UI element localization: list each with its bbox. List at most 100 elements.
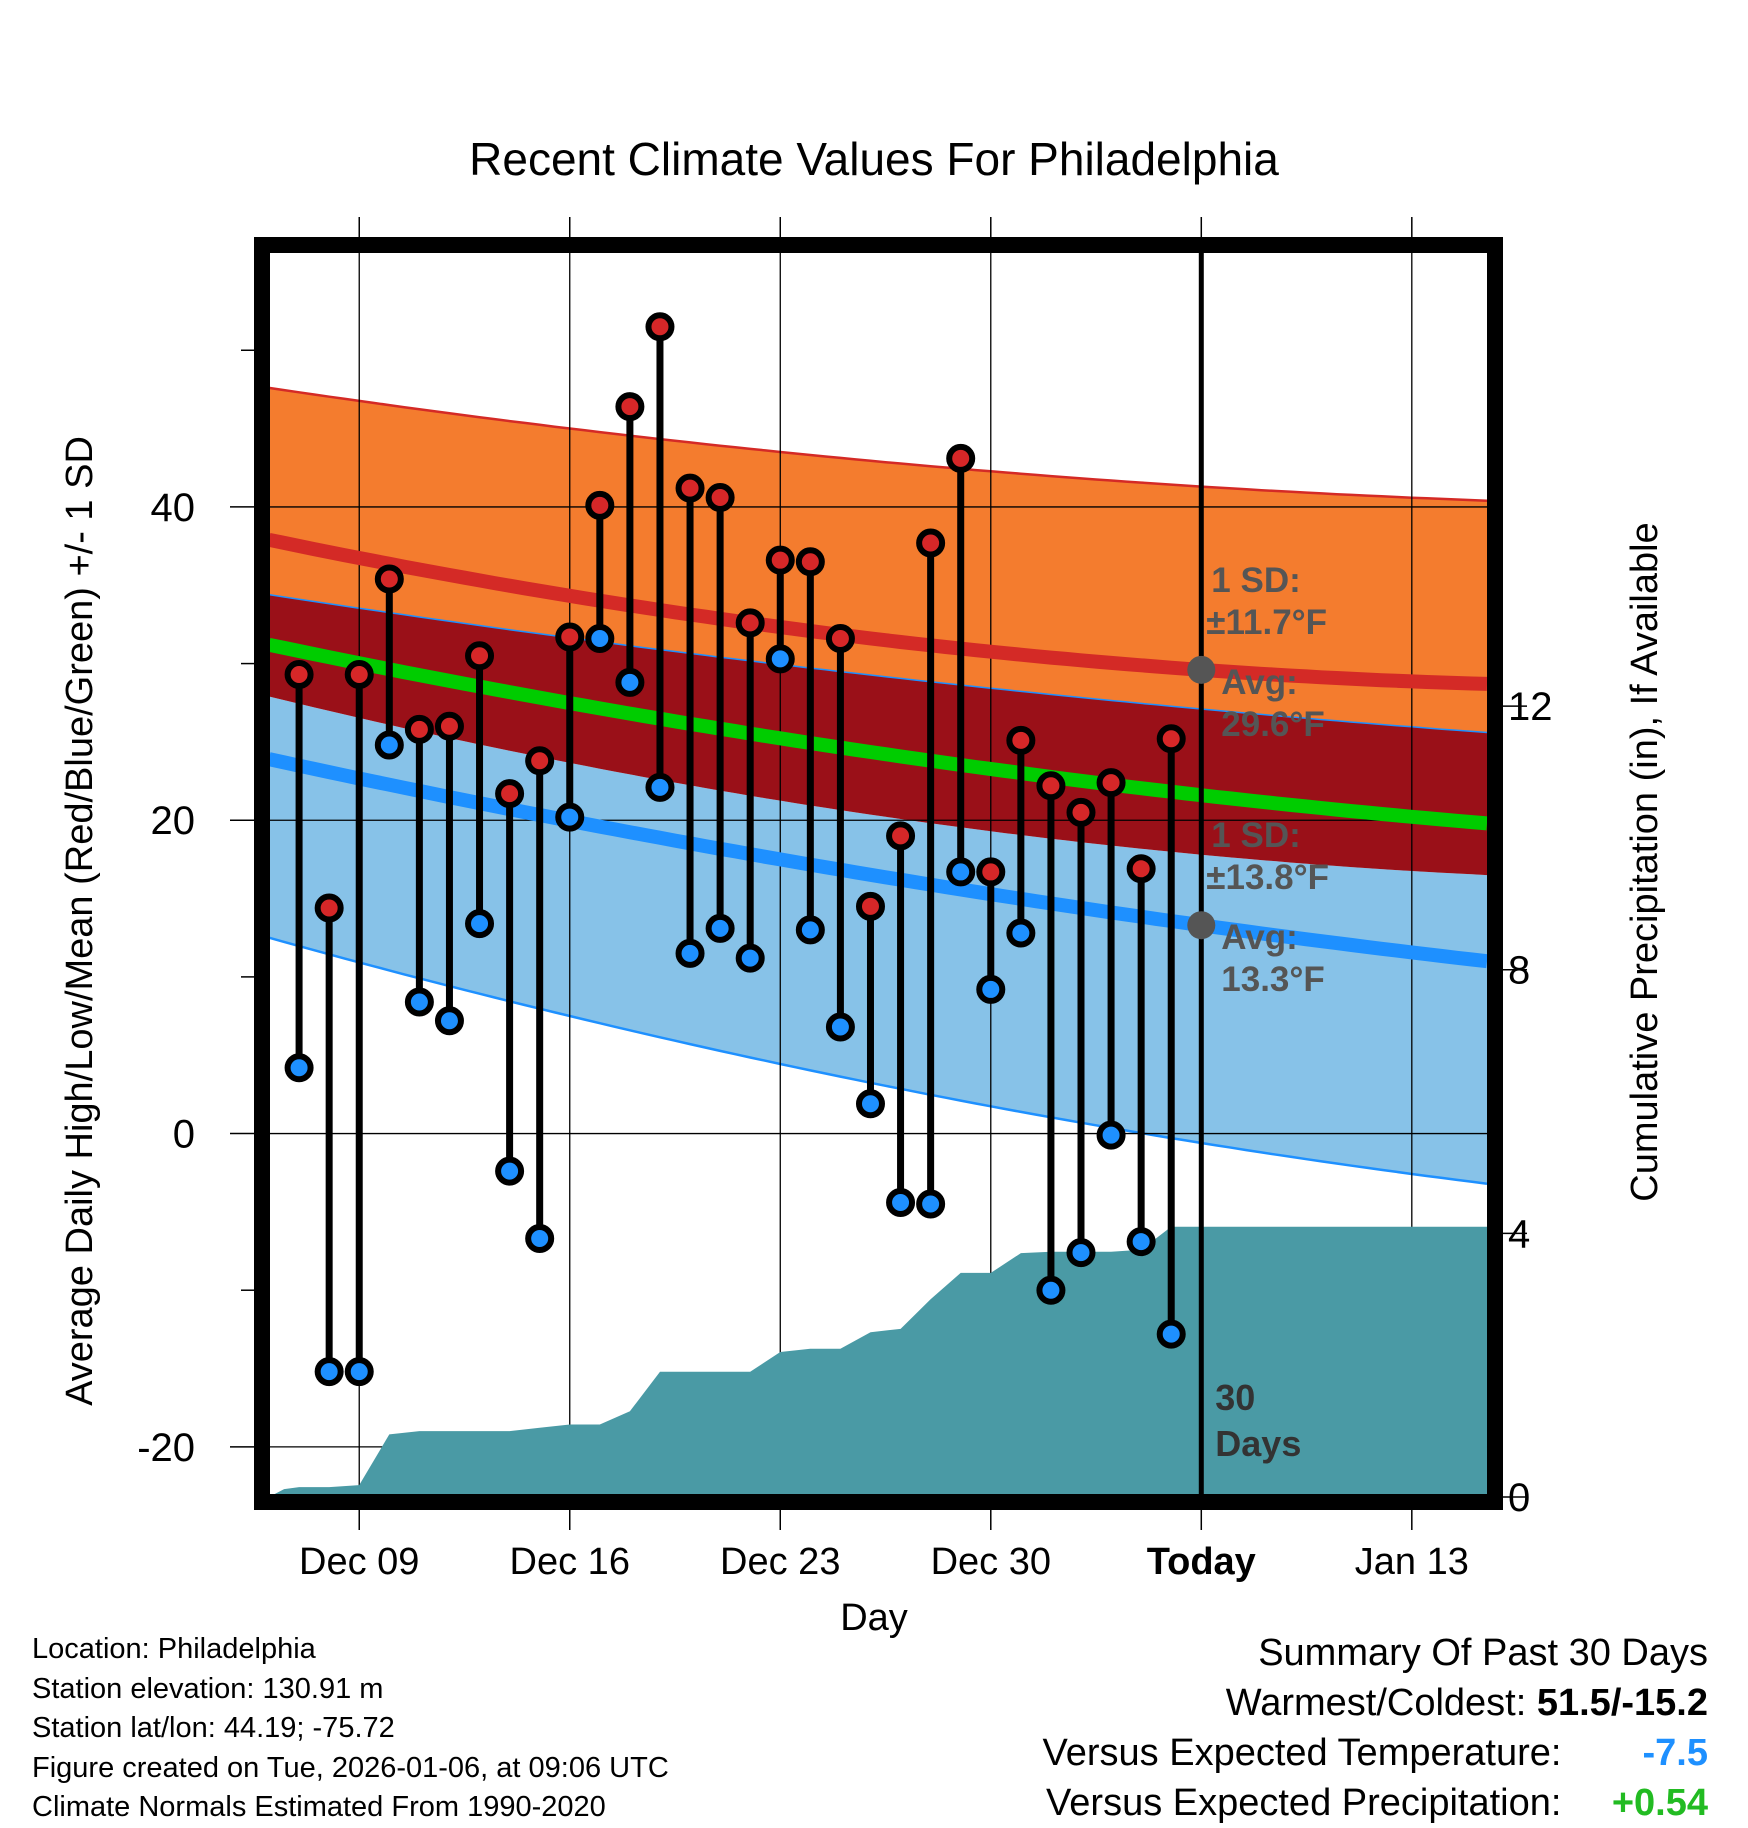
high-point (374, 564, 404, 594)
daily-range-stems (295, 326, 1175, 1372)
low-point (1126, 1227, 1156, 1257)
temp-label: Versus Expected Temperature: (1042, 1732, 1562, 1774)
low-point (886, 1187, 916, 1217)
high-point (735, 608, 765, 638)
low-point (465, 909, 495, 939)
warm-cold-value: 51.5/-15.2 (1536, 1682, 1708, 1724)
plot-frame (254, 237, 1503, 1510)
high-point (585, 490, 615, 520)
y2-tick-label: 4 (1508, 1212, 1530, 1256)
latlon-text: Station lat/lon: 44.19; -75.72 (32, 1712, 395, 1744)
low-point (314, 1357, 344, 1387)
created-text: Figure created on Tue, 2026-01-06, at 09… (32, 1751, 669, 1784)
high-point (495, 779, 525, 809)
avg-value: 29.6°F (1221, 705, 1325, 744)
low-point (645, 772, 675, 802)
low-point (946, 857, 976, 887)
y2-axis-label: Cumulative Precipitation (in), If Availa… (1624, 522, 1666, 1201)
precip-value: +0.54 (1611, 1782, 1708, 1824)
low-point (1036, 1275, 1066, 1305)
temp-row: Versus Expected Temperature: -7.5 (1043, 1728, 1708, 1778)
high-point (886, 821, 916, 851)
low-point (615, 667, 645, 697)
x-tick-label: Dec 16 (510, 1541, 630, 1583)
high-mean-line (267, 532, 1488, 691)
low-point (555, 802, 585, 832)
y-tick-label: 40 (151, 486, 196, 530)
location-text: Location: Philadelphia (32, 1633, 316, 1665)
low-point (825, 1012, 855, 1042)
high-point (1006, 725, 1036, 755)
low-point (434, 1006, 464, 1036)
today-days-label: 30 Days (1215, 1377, 1301, 1464)
high-point (825, 624, 855, 654)
y-axis-label: Average Daily High/Low/Mean (Red/Blue/Gr… (59, 436, 101, 1406)
y-tick-label: -20 (137, 1426, 195, 1470)
low-point (1006, 918, 1036, 948)
low-point (976, 974, 1006, 1004)
x-tick-label: Dec 30 (931, 1541, 1051, 1583)
high-point (855, 891, 885, 921)
summary-panel: Summary Of Past 30 Days Warmest/Coldest:… (1043, 1628, 1708, 1828)
high-point (1126, 854, 1156, 884)
low-point (344, 1357, 374, 1387)
mean-temp-line (267, 637, 1488, 831)
low-point (916, 1189, 946, 1219)
avg-marker (1187, 911, 1216, 940)
sd-value: ±11.7°F (1206, 603, 1327, 642)
x-tick-label: Jan 13 (1355, 1541, 1469, 1583)
y-tick-label: 0 (173, 1113, 195, 1157)
high-point (615, 392, 645, 422)
temp-value: -7.5 (1642, 1732, 1708, 1774)
x-tick-label: Dec 23 (720, 1541, 840, 1583)
low-point (404, 987, 434, 1017)
x-tick-label: Dec 09 (299, 1541, 419, 1583)
high-point (765, 545, 795, 575)
high-point (525, 746, 555, 776)
x-tick-label: Today (1147, 1541, 1256, 1583)
high-point (1096, 768, 1126, 798)
high-point (645, 312, 675, 342)
low-point (735, 943, 765, 973)
low-point (585, 624, 615, 654)
y2-tick-label: 0 (1508, 1476, 1530, 1520)
avg-value: 13.3°F (1221, 960, 1325, 999)
avg-marker (1187, 655, 1216, 684)
station-info: Location: Philadelphia Station elevation… (32, 1630, 669, 1828)
low-point (675, 938, 705, 968)
high-point (555, 622, 585, 652)
elevation-text: Station elevation: 130.91 m (32, 1672, 384, 1705)
warm-cold-label: Warmest/Coldest: (1225, 1682, 1527, 1724)
high-point (916, 528, 946, 558)
avg-label: Avg: (1221, 918, 1297, 957)
precipitation-area (269, 1226, 1487, 1497)
precip-label: Versus Expected Precipitation: (1046, 1782, 1562, 1824)
low-point (284, 1053, 314, 1083)
high-point (465, 641, 495, 671)
low-point (525, 1224, 555, 1254)
high-point (284, 660, 314, 690)
overlap-band (269, 594, 1487, 876)
high-lower-edge (268, 593, 1488, 734)
high-point (976, 857, 1006, 887)
low-point (1066, 1238, 1096, 1268)
y2-tick-label: 12 (1508, 685, 1553, 729)
low-point (374, 730, 404, 760)
precip-area (269, 1226, 1487, 1497)
y2-tick-label: 8 (1508, 949, 1530, 993)
low-point (795, 915, 825, 945)
today-marker: 30 Days (1198, 250, 1301, 1497)
today-days-line: Days (1215, 1423, 1301, 1464)
today-days-line: 30 (1215, 1377, 1255, 1418)
warm-cold-row: Warmest/Coldest: 51.5/-15.2 (1043, 1678, 1708, 1728)
high-point (1156, 724, 1186, 754)
sd-value: ±13.8°F (1206, 858, 1329, 897)
low-point (855, 1089, 885, 1119)
high-sd-band (269, 387, 1487, 733)
high-point (795, 547, 825, 577)
high-point (946, 443, 976, 473)
high-point (434, 711, 464, 741)
low-point (705, 913, 735, 943)
